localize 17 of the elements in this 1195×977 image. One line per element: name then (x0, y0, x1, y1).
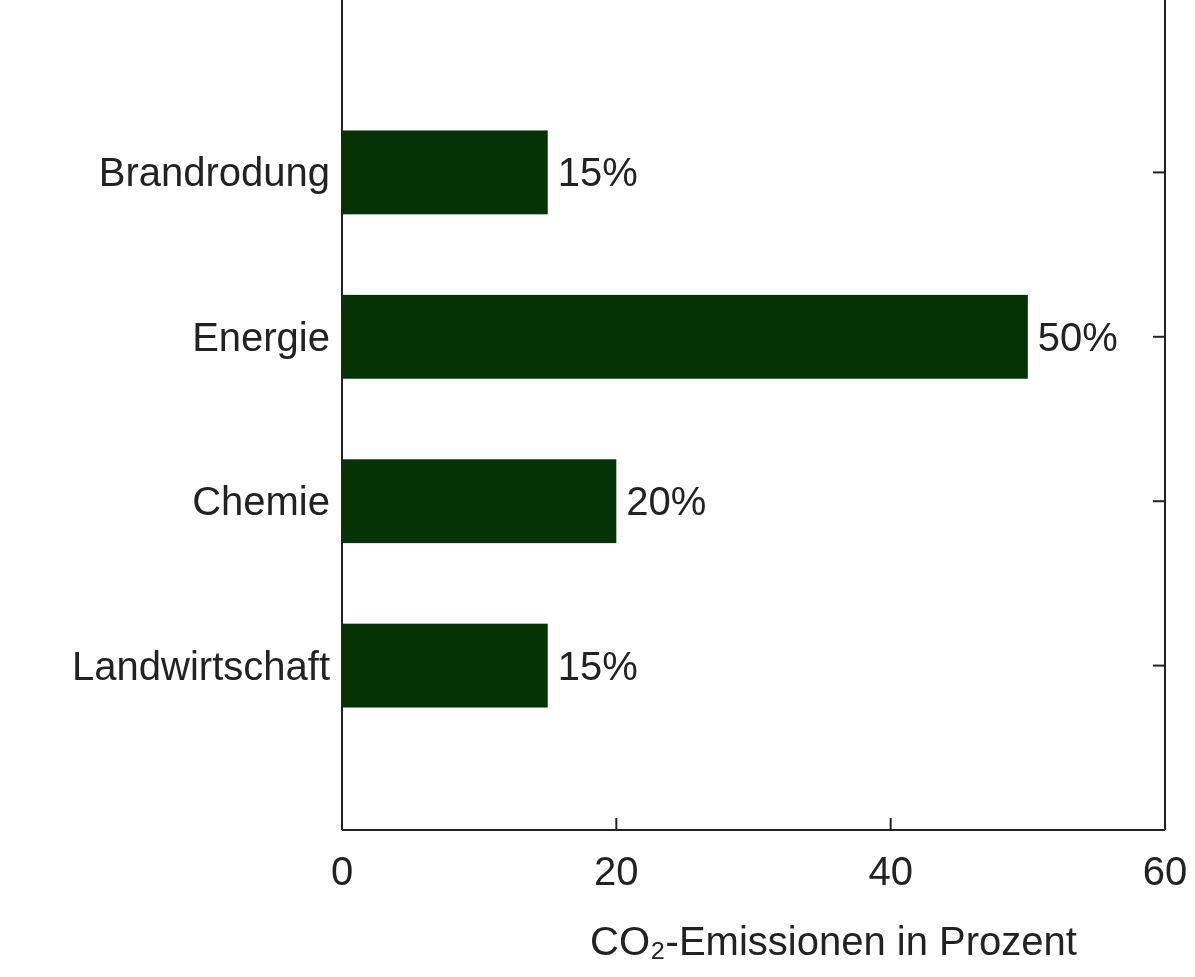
bar (342, 623, 548, 708)
x-tick-label: 60 (1142, 849, 1188, 893)
data-label: 50% (1037, 314, 1118, 359)
y-tick-label: Chemie (192, 479, 330, 524)
data-label: 15% (557, 150, 638, 195)
y-tick-label: Brandrodung (98, 150, 330, 195)
x-axis-title: CO₂-Emissionen in Prozent (590, 919, 1077, 963)
bar (342, 459, 617, 544)
x-tick-label: 40 (868, 849, 913, 893)
data-label: 20% (626, 479, 707, 524)
y-tick-label: Energie (192, 314, 330, 359)
bar (342, 294, 1028, 379)
x-tick-label: 0 (330, 849, 354, 893)
x-tick-label: 20 (594, 849, 639, 893)
bar (342, 130, 548, 215)
y-tick-label: Landwirtschaft (72, 643, 330, 688)
data-label: 15% (557, 643, 638, 688)
